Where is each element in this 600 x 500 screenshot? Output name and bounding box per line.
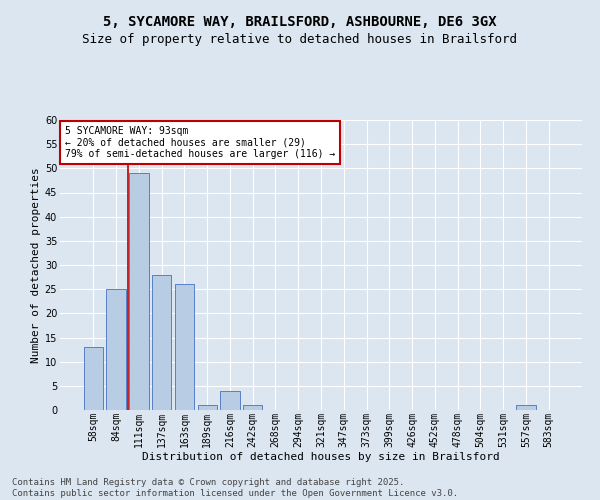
Text: Contains HM Land Registry data © Crown copyright and database right 2025.
Contai: Contains HM Land Registry data © Crown c… bbox=[12, 478, 458, 498]
Bar bbox=[175, 284, 194, 410]
X-axis label: Distribution of detached houses by size in Brailsford: Distribution of detached houses by size … bbox=[142, 452, 500, 462]
Bar bbox=[516, 405, 536, 410]
Text: 5, SYCAMORE WAY, BRAILSFORD, ASHBOURNE, DE6 3GX: 5, SYCAMORE WAY, BRAILSFORD, ASHBOURNE, … bbox=[103, 15, 497, 29]
Bar bbox=[243, 405, 262, 410]
Bar bbox=[106, 289, 126, 410]
Text: 5 SYCAMORE WAY: 93sqm
← 20% of detached houses are smaller (29)
79% of semi-deta: 5 SYCAMORE WAY: 93sqm ← 20% of detached … bbox=[65, 126, 335, 159]
Bar bbox=[129, 173, 149, 410]
Bar bbox=[152, 274, 172, 410]
Y-axis label: Number of detached properties: Number of detached properties bbox=[31, 167, 41, 363]
Bar bbox=[84, 347, 103, 410]
Text: Size of property relative to detached houses in Brailsford: Size of property relative to detached ho… bbox=[83, 32, 517, 46]
Bar bbox=[197, 405, 217, 410]
Bar bbox=[220, 390, 239, 410]
